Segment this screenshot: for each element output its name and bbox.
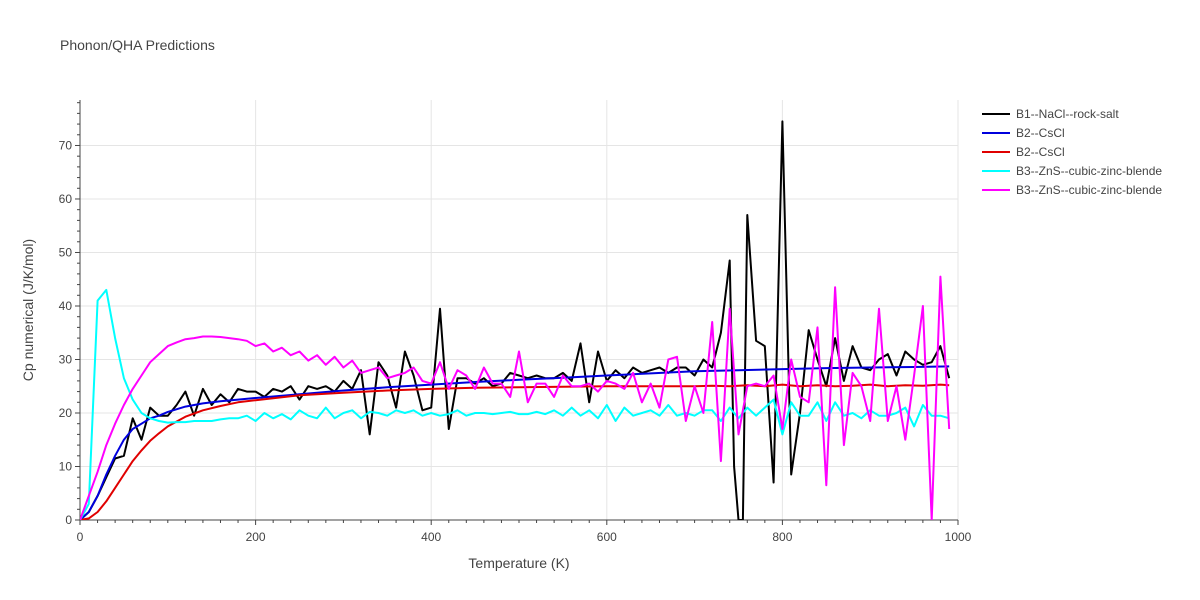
y-tick-label: 30 xyxy=(59,352,73,366)
chart-title: Phonon/QHA Predictions xyxy=(60,37,215,53)
y-tick-label: 40 xyxy=(59,299,73,313)
x-tick-label: 200 xyxy=(246,530,266,544)
series-line-4 xyxy=(80,275,951,520)
x-tick-label: 600 xyxy=(597,530,617,544)
y-axis-label: Cp numerical (J/K/mol) xyxy=(20,239,36,381)
legend-item-2[interactable]: B2--CsCl xyxy=(982,145,1065,159)
y-tick-label: 0 xyxy=(65,513,72,527)
plot-area xyxy=(80,120,951,520)
y-tick-label: 50 xyxy=(59,245,73,259)
y-tick-label: 60 xyxy=(59,192,73,206)
legend-item-0[interactable]: B1--NaCl--rock-salt xyxy=(982,107,1119,121)
grid xyxy=(80,100,959,520)
legend-label: B2--CsCl xyxy=(1016,126,1065,140)
legend-item-4[interactable]: B3--ZnS--cubic-zinc-blende xyxy=(982,183,1162,197)
series-line-0 xyxy=(80,120,951,520)
x-tick-label: 1000 xyxy=(945,530,972,544)
y-tick-label: 20 xyxy=(59,406,73,420)
y-tick-label: 10 xyxy=(59,459,73,473)
series-line-1 xyxy=(80,365,950,520)
axes: 0 200 400 600 800 1000 0 10 20 30 40 50 60 70 xyxy=(59,100,972,544)
y-tick-label: 70 xyxy=(59,138,73,152)
legend-label: B1--NaCl--rock-salt xyxy=(1016,107,1119,121)
x-tick-label: 0 xyxy=(77,530,84,544)
legend-label: B3--ZnS--cubic-zinc-blende xyxy=(1016,164,1162,178)
legend[interactable]: B1--NaCl--rock-salt B2--CsCl B2--CsCl B3--Z… xyxy=(982,107,1162,197)
series-line-3 xyxy=(80,288,950,520)
legend-item-1[interactable]: B2--CsCl xyxy=(982,126,1065,140)
legend-label: B3--ZnS--cubic-zinc-blende xyxy=(1016,183,1162,197)
legend-item-3[interactable]: B3--ZnS--cubic-zinc-blende xyxy=(982,164,1162,178)
x-tick-label: 400 xyxy=(421,530,441,544)
legend-label: B2--CsCl xyxy=(1016,145,1065,159)
x-axis-label: Temperature (K) xyxy=(468,555,569,571)
series-lines xyxy=(80,120,951,520)
x-tick-label: 800 xyxy=(772,530,792,544)
